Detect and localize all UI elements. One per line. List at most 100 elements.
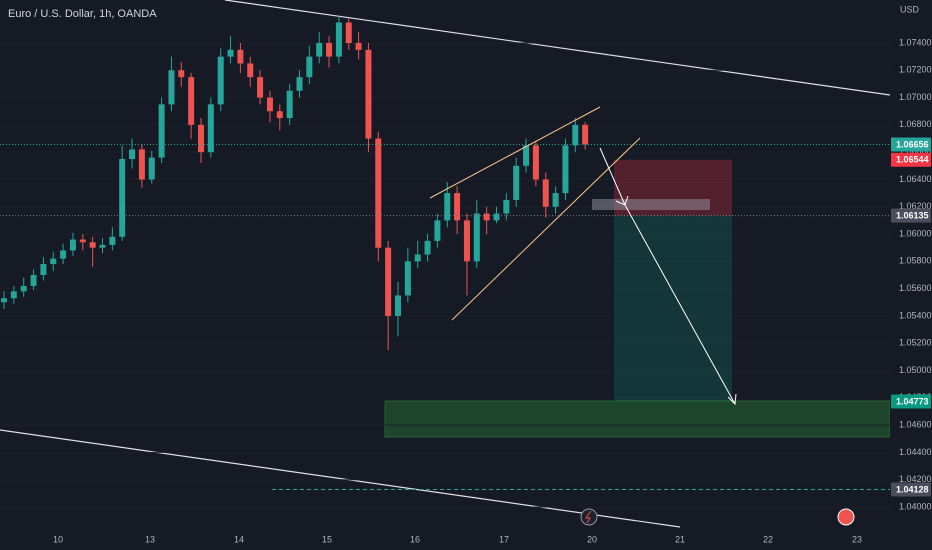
candle-body xyxy=(572,124,579,146)
x-tick-label: 17 xyxy=(499,534,509,544)
candle-body xyxy=(385,247,392,316)
candle-body xyxy=(444,193,451,221)
candle-body xyxy=(69,239,76,251)
y-tick-label: 1.05800 xyxy=(899,256,932,266)
candle-body xyxy=(257,77,264,98)
x-tick-label: 23 xyxy=(852,534,862,544)
x-tick-label: 10 xyxy=(53,534,63,544)
candle-body xyxy=(296,77,303,91)
candle-body xyxy=(129,149,136,159)
channel-top xyxy=(224,0,891,96)
candle-body xyxy=(523,145,530,166)
candle-body xyxy=(306,56,313,78)
x-tick-label: 14 xyxy=(234,534,244,544)
candle-body xyxy=(99,244,106,248)
entry-box xyxy=(592,199,710,210)
y-tick-label: 1.07200 xyxy=(899,65,932,75)
candle-body xyxy=(424,240,431,255)
y-tick-label: 1.05000 xyxy=(899,365,932,375)
wedge-top xyxy=(429,106,601,199)
y-tick-label: 1.06800 xyxy=(899,119,932,129)
candle-body xyxy=(483,213,490,221)
candle-body xyxy=(365,49,372,139)
x-tick-label: 15 xyxy=(322,534,332,544)
candle-body xyxy=(532,145,539,180)
price-tag-label: 1.04773 xyxy=(896,396,929,406)
candle-body xyxy=(463,220,470,262)
candle-body xyxy=(542,179,549,207)
candle-body xyxy=(217,56,224,105)
price-tag-label: 1.06135 xyxy=(896,211,929,221)
y-tick-label: 1.04600 xyxy=(899,419,932,429)
x-tick-label: 16 xyxy=(410,534,420,544)
candle-body xyxy=(395,295,401,316)
y-tick-label: 1.06200 xyxy=(899,201,932,211)
candle-body xyxy=(286,90,293,119)
candle-body xyxy=(227,49,234,57)
y-tick-label: 1.05400 xyxy=(899,310,932,320)
flag-icon[interactable] xyxy=(837,508,855,526)
candle-body xyxy=(237,49,244,64)
y-tick-label: 1.05600 xyxy=(899,283,932,293)
price-tag xyxy=(891,208,931,223)
candle-body xyxy=(109,236,116,245)
candle-body xyxy=(79,239,86,243)
target-zone xyxy=(614,215,732,402)
channel-bottom xyxy=(0,429,681,528)
price-tag-label: 1.06656 xyxy=(896,139,929,149)
candle-body xyxy=(454,193,461,221)
candle-body xyxy=(266,97,273,112)
candle-body xyxy=(198,124,204,153)
candle-body xyxy=(40,264,47,275)
y-tick-label: 1.04200 xyxy=(899,474,932,484)
event-bolt xyxy=(585,510,592,524)
candle-body xyxy=(335,22,342,57)
candle-body xyxy=(414,254,421,262)
y-tick-label: 1.06000 xyxy=(899,228,932,238)
candle-body xyxy=(355,42,362,50)
candle-body xyxy=(552,193,559,207)
price-axis xyxy=(890,0,932,550)
candle-body xyxy=(513,165,520,200)
candle-body xyxy=(188,77,195,125)
candle-body xyxy=(375,138,382,248)
candle-body xyxy=(168,70,175,105)
candle-body xyxy=(276,111,283,119)
candle-body xyxy=(119,158,126,237)
candle-body xyxy=(207,104,214,153)
candle-body xyxy=(148,157,155,180)
candle-body xyxy=(138,149,145,180)
candle-body xyxy=(345,22,352,43)
candle-body xyxy=(503,199,510,214)
y-tick-label: 1.07400 xyxy=(899,37,932,47)
candle-body xyxy=(60,250,67,259)
y-tick-label: 1.04400 xyxy=(899,447,932,457)
price-tag xyxy=(891,394,931,409)
y-tick-label: 1.07000 xyxy=(899,92,932,102)
price-tag-label: 1.06544 xyxy=(896,155,929,165)
candle-body xyxy=(562,145,569,194)
projection-arrow xyxy=(599,147,737,406)
candle-body xyxy=(89,242,96,248)
candle-body xyxy=(178,70,185,78)
candle-body xyxy=(434,220,441,241)
candle-body xyxy=(20,285,27,292)
y-tick-label: 1.06400 xyxy=(899,174,932,184)
demand-zone xyxy=(384,400,891,438)
candle-body xyxy=(30,274,37,286)
x-tick-label: 20 xyxy=(587,534,597,544)
candle-body xyxy=(404,261,411,296)
x-tick-label: 13 xyxy=(145,534,155,544)
candle-body xyxy=(158,104,165,158)
price-tag xyxy=(891,482,931,497)
candle-body xyxy=(247,63,254,78)
price-tag-label: 1.04128 xyxy=(896,484,929,494)
candle-body xyxy=(50,258,57,265)
event-icon[interactable] xyxy=(580,508,598,526)
candle-body xyxy=(493,213,500,221)
currency: USD xyxy=(900,4,920,14)
y-tick-label: 1.06600 xyxy=(899,147,932,157)
x-tick-label: 21 xyxy=(675,534,685,544)
y-tick-label: 1.04000 xyxy=(899,501,932,511)
